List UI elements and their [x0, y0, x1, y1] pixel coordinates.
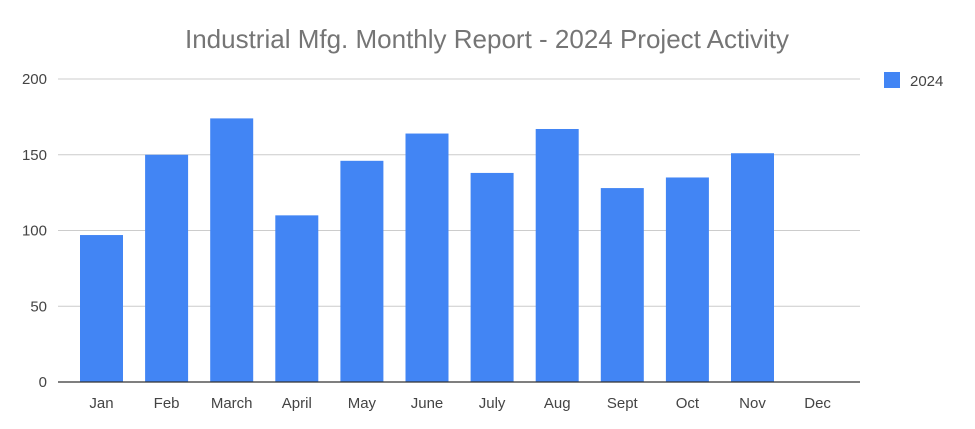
bar-sept — [600, 188, 644, 382]
y-axis-ticks: 0 50 100 150 200 — [22, 71, 47, 391]
x-axis-ticks: Jan Feb March April May June July Aug Sept Oct Nov… — [89, 395, 831, 412]
x-tick-label-may: May — [348, 395, 377, 412]
x-tick-label-june: June — [411, 395, 444, 412]
x-tick-label-nov: Nov — [739, 395, 766, 412]
bar-june — [405, 133, 449, 382]
bar-march — [210, 118, 254, 382]
bar-aug — [535, 128, 579, 382]
bar-april — [275, 215, 319, 382]
x-tick-label-march: March — [211, 395, 253, 412]
bar-may — [340, 160, 384, 382]
chart-title: Industrial Mfg. Monthly Report - 2024 Pr… — [185, 24, 789, 54]
y-tick-label-50: 50 — [30, 298, 47, 315]
y-tick-label-100: 100 — [22, 223, 47, 240]
x-tick-label-sept: Sept — [607, 395, 639, 412]
y-tick-label-150: 150 — [22, 147, 47, 164]
x-tick-label-april: April — [282, 395, 312, 412]
legend-label-2024: 2024 — [910, 73, 943, 90]
x-tick-label-july: July — [479, 395, 506, 412]
x-tick-label-feb: Feb — [154, 395, 180, 412]
bar-feb — [145, 154, 189, 382]
bar-oct — [665, 177, 709, 382]
x-tick-label-aug: Aug — [544, 395, 571, 412]
x-tick-label-oct: Oct — [676, 395, 700, 412]
bar-july — [470, 172, 514, 382]
bars — [80, 118, 774, 382]
x-tick-label-jan: Jan — [89, 395, 113, 412]
legend: 2024 — [884, 72, 943, 90]
y-tick-label-0: 0 — [39, 374, 47, 391]
y-tick-label-200: 200 — [22, 71, 47, 88]
bar-nov — [731, 153, 774, 382]
x-tick-label-dec: Dec — [804, 395, 831, 412]
legend-swatch-2024 — [884, 72, 900, 88]
gridlines — [58, 78, 860, 307]
bar-jan — [80, 235, 123, 382]
